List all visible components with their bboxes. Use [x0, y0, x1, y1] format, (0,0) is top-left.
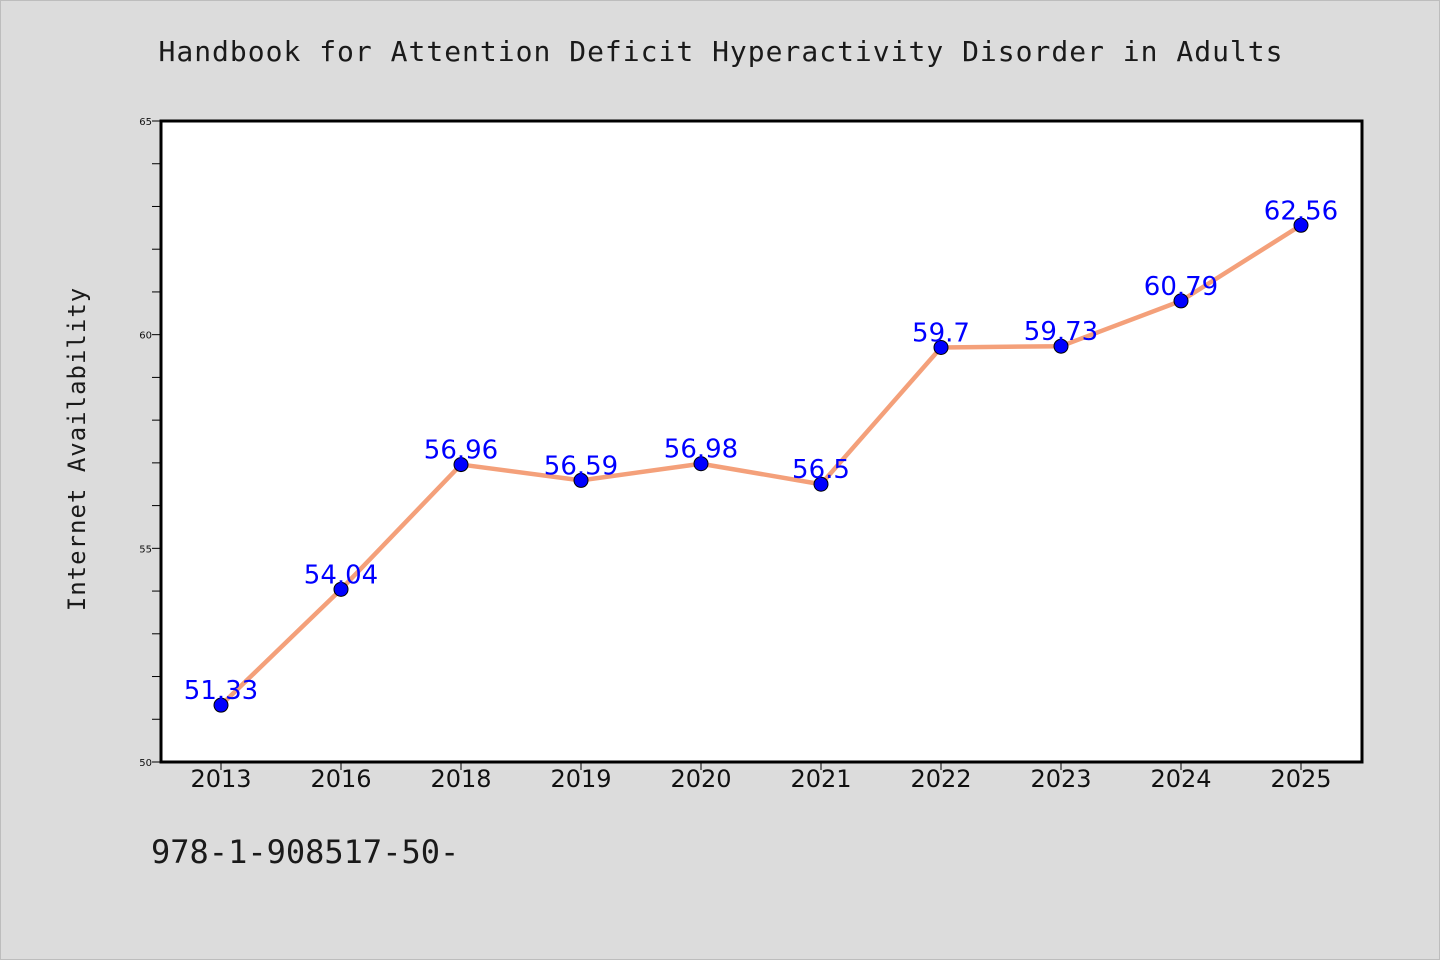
series-line [218, 223, 1304, 708]
y-axis-ticks: 50 55 60 65 [139, 117, 161, 769]
x-tick-label: 2018 [430, 765, 491, 793]
data-point [1053, 338, 1069, 354]
x-tick-label: 2020 [670, 765, 731, 793]
x-tick-label: 2022 [910, 765, 971, 793]
x-tick-label: 2024 [1150, 765, 1211, 793]
data-label: 54.04 [304, 560, 378, 590]
y-tick-label: 60 [139, 331, 152, 342]
x-tick-label: 2019 [550, 765, 611, 793]
data-point [453, 457, 469, 473]
data-label: 51.33 [184, 676, 258, 706]
data-label: 59.7 [912, 318, 970, 348]
data-point [813, 476, 829, 492]
data-label: 56.5 [792, 455, 850, 485]
y-tick-label: 65 [139, 117, 152, 128]
plot-frame [159, 119, 1364, 764]
data-point [213, 697, 229, 713]
data-point [693, 456, 709, 472]
data-label: 60.79 [1144, 272, 1218, 302]
plot-area [161, 121, 1362, 762]
data-markers [213, 217, 1309, 713]
x-tick-label: 2021 [790, 765, 851, 793]
data-label: 56.96 [424, 436, 498, 466]
data-label: 56.59 [544, 451, 618, 481]
data-point [1293, 217, 1309, 233]
y-tick-label: 55 [139, 544, 152, 555]
data-label: 56.98 [664, 435, 738, 465]
data-point [333, 581, 349, 597]
x-tick-label: 2016 [310, 765, 371, 793]
data-point [1173, 293, 1189, 309]
x-tick-label: 2023 [1030, 765, 1091, 793]
data-label: 59.73 [1024, 317, 1098, 347]
x-axis-ticks: 2013 2016 2018 2019 2020 2021 2022 2023 2024 2025 [190, 762, 1332, 793]
x-tick-label: 2013 [190, 765, 251, 793]
chart-title: Handbook for Attention Deficit Hyperacti… [158, 35, 1284, 68]
x-tick-label: 2025 [1270, 765, 1331, 793]
footer-text: 978-1-908517-50- [151, 833, 460, 871]
data-point [933, 339, 949, 355]
data-label: 62.56 [1264, 196, 1338, 226]
data-point [573, 472, 589, 488]
data-labels: 51.33 54.04 56.96 56.59 56.98 56.5 59.7 59.73 60… [184, 196, 1338, 706]
y-tick-label: 50 [139, 758, 152, 769]
